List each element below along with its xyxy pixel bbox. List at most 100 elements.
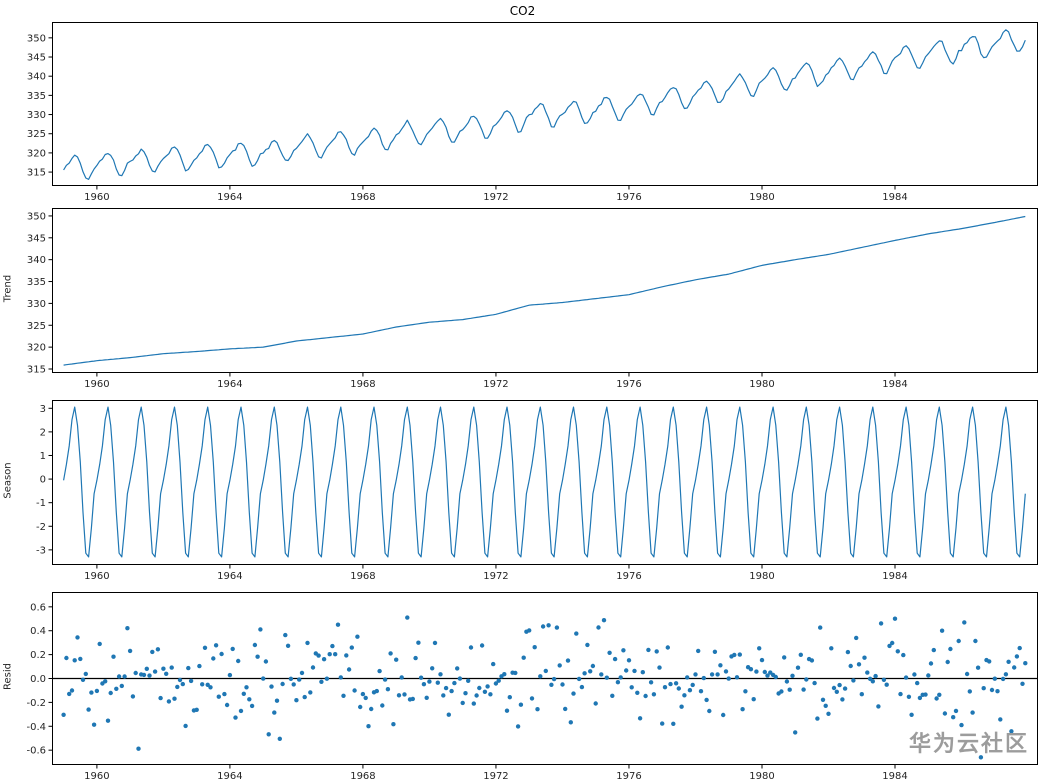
resid-point xyxy=(172,696,177,701)
resid-point xyxy=(69,688,75,693)
resid-point xyxy=(1009,729,1014,734)
resid-point xyxy=(665,645,670,650)
resid-point xyxy=(970,710,975,715)
resid-point xyxy=(937,692,942,697)
resid-point xyxy=(906,694,912,699)
resid-point xyxy=(161,666,166,671)
resid-point xyxy=(247,697,252,702)
y-tick-label: -0.4 xyxy=(26,722,46,733)
resid-point xyxy=(668,681,673,687)
resid-point xyxy=(89,690,94,695)
resid-point xyxy=(158,695,163,701)
resid-point xyxy=(169,665,174,670)
resid-point xyxy=(751,697,756,702)
resid-point xyxy=(682,693,687,698)
resid-point xyxy=(443,685,449,691)
resid-point xyxy=(391,722,396,727)
resid-point xyxy=(266,732,271,737)
resid-point xyxy=(474,693,479,698)
resid-point xyxy=(599,672,604,677)
resid-point xyxy=(732,652,737,658)
x-tick-label: 1972 xyxy=(483,192,508,203)
resid-point xyxy=(651,692,657,697)
resid-point xyxy=(455,666,460,671)
resid-point xyxy=(213,643,219,648)
resid-point xyxy=(621,648,626,653)
resid-point xyxy=(80,677,86,682)
resid-point xyxy=(502,672,507,677)
resid-point xyxy=(629,685,634,690)
y-tick-label: 2 xyxy=(40,427,46,438)
resid-point xyxy=(321,657,327,662)
resid-point xyxy=(704,697,709,703)
resid-point xyxy=(662,685,668,690)
resid-point xyxy=(413,655,418,661)
resid-point xyxy=(654,649,659,654)
resid-point xyxy=(546,623,551,628)
resid-point xyxy=(67,691,72,697)
resid-point xyxy=(75,635,80,640)
x-tick-label: 1968 xyxy=(350,192,375,203)
resid-point xyxy=(862,655,867,660)
resid-point xyxy=(826,711,831,716)
resid-point xyxy=(856,662,862,667)
trend-plot: 1960 1964 1968 1972 1976 1980 1984 315 320 325 330… xyxy=(27,208,1038,390)
x-tick-label: 1972 xyxy=(483,571,508,582)
resid-point xyxy=(901,652,906,658)
resid-point xyxy=(737,652,742,657)
resid-point xyxy=(723,669,729,674)
resid-point xyxy=(632,668,637,674)
resid-point xyxy=(261,676,266,681)
resid-point xyxy=(987,659,992,664)
resid-point xyxy=(491,661,496,667)
resid-point xyxy=(1020,681,1025,686)
season-line xyxy=(63,406,1026,558)
resid-point xyxy=(571,691,576,696)
resid-point xyxy=(452,680,457,686)
resid-point xyxy=(479,643,485,648)
resid-point xyxy=(989,687,995,693)
resid-point xyxy=(834,689,839,694)
resid-point xyxy=(604,675,609,680)
resid-point xyxy=(757,646,762,651)
resid-point xyxy=(341,693,346,698)
observed-axes-frame xyxy=(52,22,1038,186)
resid-point xyxy=(701,675,706,681)
resid-point xyxy=(795,665,801,670)
resid-point xyxy=(521,655,526,660)
resid-point xyxy=(504,708,510,713)
resid-point xyxy=(269,684,274,689)
resid-point xyxy=(244,685,249,690)
resid-point xyxy=(175,684,180,690)
y-tick-label: 320 xyxy=(27,148,46,159)
trend-axis-label: Trend xyxy=(2,274,14,303)
resid-point xyxy=(610,693,615,698)
resid-point xyxy=(346,667,352,672)
resid-point xyxy=(945,659,950,665)
resid-point xyxy=(277,736,282,741)
resid-point xyxy=(288,676,294,681)
resid-point xyxy=(928,661,934,666)
resid-point xyxy=(94,688,100,694)
resid-point xyxy=(205,682,210,687)
resid-point xyxy=(200,682,205,687)
resid-point xyxy=(973,638,978,644)
resid-point xyxy=(812,680,817,686)
resid-point xyxy=(211,656,216,661)
resid-point xyxy=(238,708,244,714)
resid-point xyxy=(291,682,296,687)
x-tick-label: 1964 xyxy=(217,379,242,390)
resid-point xyxy=(754,669,759,674)
resid-point xyxy=(959,722,964,728)
resid-point xyxy=(355,634,360,639)
resid-point xyxy=(183,723,188,729)
resid-point xyxy=(324,676,330,681)
resid-point xyxy=(793,730,798,735)
resid-point xyxy=(892,616,898,621)
resid-point xyxy=(1023,661,1028,666)
resid-point xyxy=(851,678,856,683)
resid-point xyxy=(316,653,321,658)
x-tick-label: 1960 xyxy=(84,771,109,782)
resid-point xyxy=(637,716,643,721)
resid-point xyxy=(687,688,693,693)
